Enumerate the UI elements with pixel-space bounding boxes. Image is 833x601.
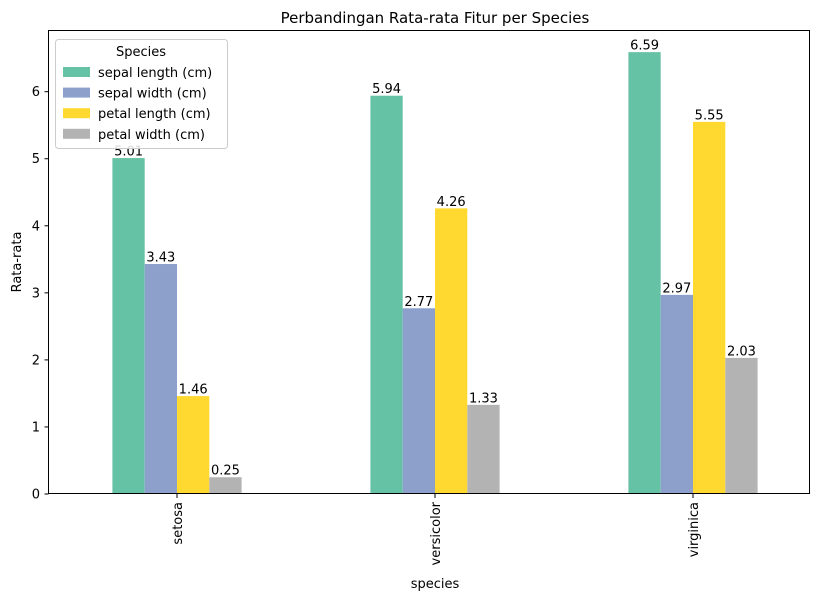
bar-virginica-1 bbox=[628, 52, 661, 494]
legend-frame bbox=[55, 39, 228, 149]
x-tick-label-setosa: setosa bbox=[171, 502, 186, 545]
legend: Species sepal length (cm) sepal width (cm… bbox=[55, 39, 228, 149]
data-label: 0.25 bbox=[211, 464, 240, 479]
bar-virginica-2 bbox=[660, 294, 693, 494]
legend-label-3: petal length (cm) bbox=[98, 107, 211, 122]
data-label: 1.46 bbox=[179, 383, 208, 398]
legend-swatch-1 bbox=[63, 67, 90, 77]
chart-title: Perbandingan Rata-rata Fitur per Species bbox=[281, 9, 590, 27]
bar-versicolor-3 bbox=[435, 208, 468, 495]
data-label: 3.43 bbox=[146, 251, 175, 266]
y-tick-label: 6 bbox=[32, 85, 40, 100]
bar-setosa-3 bbox=[177, 396, 210, 494]
legend-label-2: sepal width (cm) bbox=[98, 87, 207, 102]
y-tick-label: 4 bbox=[32, 219, 40, 234]
legend-swatch-2 bbox=[63, 87, 90, 98]
y-tick-label: 3 bbox=[32, 286, 40, 301]
legend-swatch-3 bbox=[63, 108, 90, 119]
data-label: 5.94 bbox=[372, 82, 401, 97]
data-label: 4.26 bbox=[437, 195, 466, 210]
x-tick-label-virginica: virginica bbox=[687, 502, 702, 557]
bar-versicolor-4 bbox=[467, 404, 500, 494]
legend-label-1: sepal length (cm) bbox=[98, 66, 212, 81]
data-label: 2.03 bbox=[727, 344, 756, 359]
x-tick-label-versicolor: versicolor bbox=[429, 501, 444, 565]
y-ticks: 0 1 2 3 4 5 6 bbox=[32, 85, 49, 503]
bar-versicolor-1 bbox=[370, 95, 403, 495]
bars-layer bbox=[112, 52, 758, 495]
x-axis-label: species bbox=[411, 577, 460, 592]
y-tick-label: 1 bbox=[32, 420, 40, 435]
bar-setosa-2 bbox=[144, 264, 177, 494]
legend-title: Species bbox=[116, 45, 166, 60]
bar-setosa-4 bbox=[209, 477, 242, 494]
x-ticks: setosa versicolor virginica bbox=[171, 494, 702, 565]
data-label: 5.55 bbox=[695, 108, 724, 123]
y-tick-label: 2 bbox=[32, 353, 40, 368]
legend-label-4: petal width (cm) bbox=[98, 128, 205, 143]
axes-layer bbox=[48, 30, 810, 494]
data-label: 6.59 bbox=[630, 39, 659, 54]
bar-setosa-1 bbox=[112, 158, 145, 494]
y-tick-label: 5 bbox=[32, 152, 40, 167]
bar-versicolor-2 bbox=[402, 308, 435, 494]
data-label: 2.97 bbox=[662, 281, 691, 296]
data-labels-layer: 5.013.431.460.255.942.774.261.336.592.97… bbox=[114, 39, 756, 479]
legend-swatch-4 bbox=[63, 128, 90, 139]
data-label: 2.77 bbox=[404, 295, 433, 310]
plot-frame bbox=[48, 30, 810, 494]
bar-virginica-4 bbox=[725, 357, 758, 494]
y-tick-label: 0 bbox=[32, 488, 40, 503]
data-label: 1.33 bbox=[469, 391, 498, 406]
y-axis-label: Rata-rata bbox=[10, 232, 25, 293]
bar-virginica-3 bbox=[693, 121, 726, 495]
